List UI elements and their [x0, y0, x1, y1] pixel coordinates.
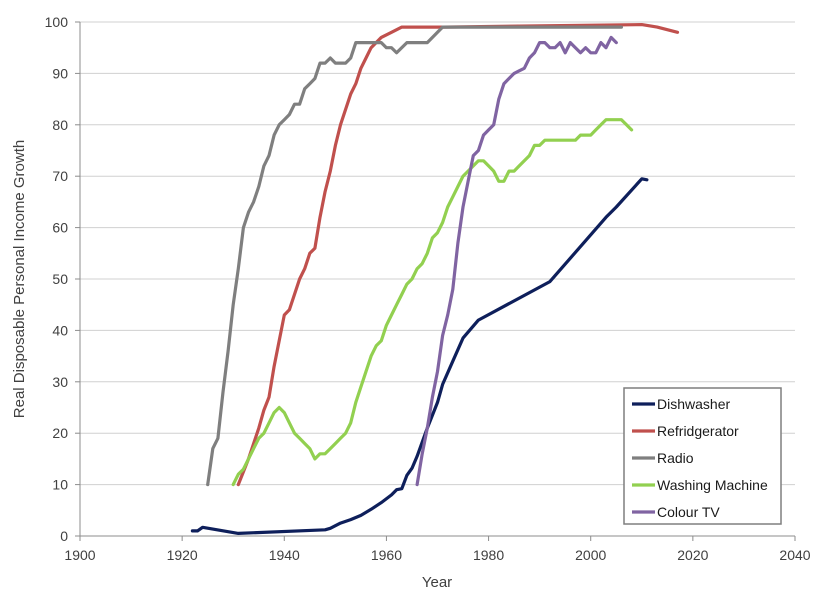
series-line-dishwasher — [190, 177, 649, 535]
legend-label-colour-tv: Colour TV — [657, 504, 720, 520]
y-tick-label: 40 — [52, 322, 68, 338]
x-tick-label: 2040 — [779, 547, 810, 563]
x-tick-label: 1940 — [269, 547, 300, 563]
legend-box — [623, 387, 782, 525]
y-tick-label: 0 — [60, 528, 68, 544]
legend-label-dishwasher: Dishwasher — [657, 396, 730, 412]
legend-label-radio: Radio — [657, 450, 694, 466]
legend-label-refridgerator: Refridgerator — [657, 423, 739, 439]
y-tick-label: 50 — [52, 271, 68, 287]
y-axis-title: Real Disposable Personal Income Growth — [11, 140, 28, 418]
data-series — [190, 23, 680, 535]
y-tick-label: 80 — [52, 117, 68, 133]
series-line-refridgerator — [236, 23, 680, 487]
x-tick-label: 1960 — [371, 547, 402, 563]
series-line-washing-machine — [231, 118, 634, 487]
x-tick-label: 2000 — [575, 547, 606, 563]
x-tick-label: 1920 — [167, 547, 198, 563]
y-tick-label: 10 — [52, 477, 68, 493]
y-tick-label: 20 — [52, 425, 68, 441]
y-tick-label: 90 — [52, 65, 68, 81]
gridlines — [80, 21, 795, 486]
x-tick-label: 2020 — [677, 547, 708, 563]
y-tick-label: 70 — [52, 168, 68, 184]
x-tick-label: 1900 — [64, 547, 95, 563]
x-tick-label: 1980 — [473, 547, 504, 563]
y-tick-label: 30 — [52, 374, 68, 390]
x-axis-title: Year — [422, 574, 452, 591]
series-line-radio — [206, 25, 623, 487]
series-line-colour-tv — [415, 35, 618, 487]
legend: Dishwasher Refridgerator Radio Washing Mach… — [623, 387, 782, 525]
y-tick-label: 60 — [52, 220, 68, 236]
legend-label-washing-machine: Washing Machine — [657, 477, 768, 493]
axes — [75, 21, 796, 541]
tick-labels: 0 10 20 30 40 50 60 70 80 90 100 1900 1920 1940 1960 19… — [45, 14, 811, 563]
y-tick-label: 100 — [45, 14, 69, 30]
